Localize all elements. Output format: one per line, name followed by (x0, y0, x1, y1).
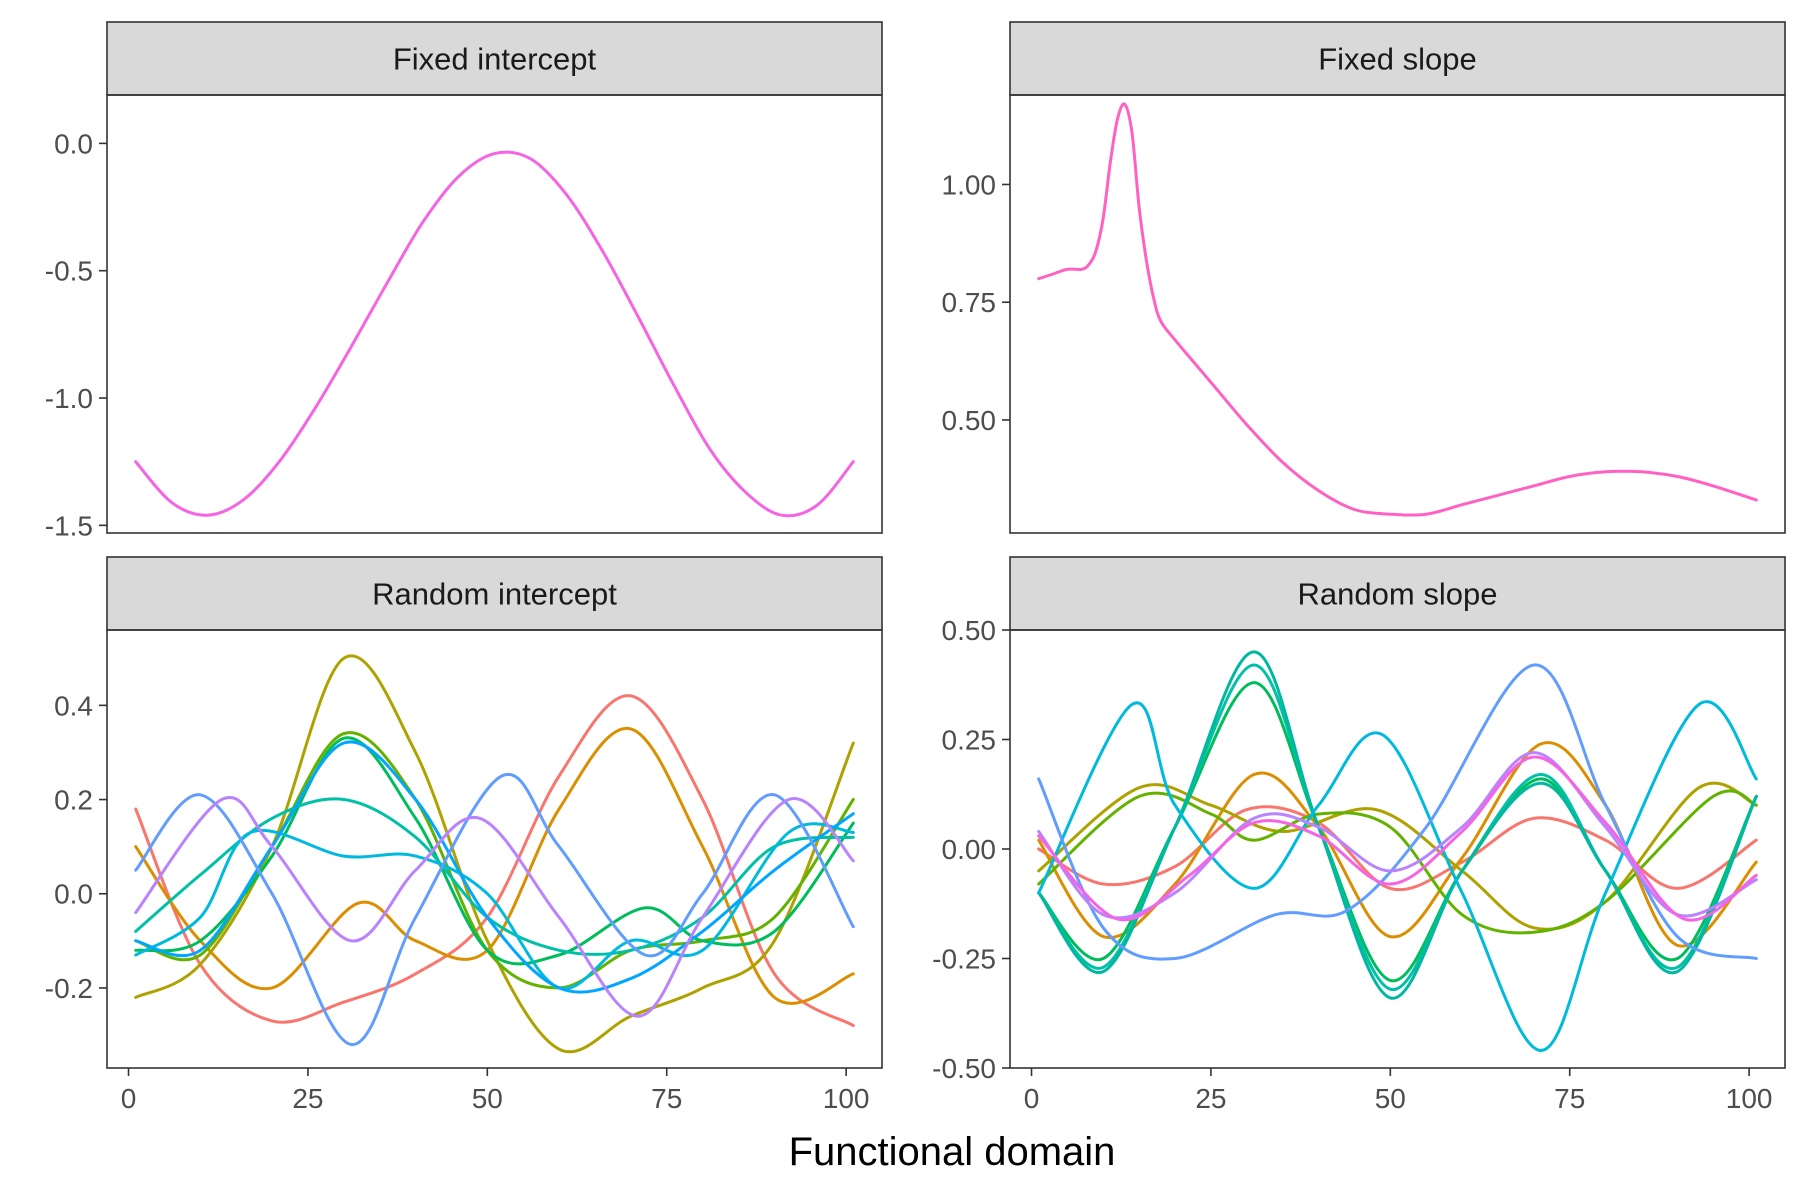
panel-border (106, 94, 883, 534)
series-line-2 (1037, 741, 1758, 948)
y-tick-label: 0.50 (942, 405, 997, 436)
series-line-1 (134, 150, 855, 518)
series-line-11 (1037, 755, 1758, 922)
facet-strip (106, 556, 883, 631)
series-line-3 (134, 654, 855, 1054)
facet-strip (106, 21, 883, 96)
series-line-5 (134, 736, 855, 966)
facet-panel-1: Fixed intercept 0.0 -0.5 -1.0 -1.5 (45, 21, 883, 541)
facet-panel-2: Fixed slope 0.50 0.75 1.00 (942, 21, 1786, 534)
y-tick-label: -0.2 (45, 973, 93, 1004)
series-group (1037, 102, 1758, 517)
series-line-3 (1037, 781, 1758, 931)
facet-strip (1009, 556, 1786, 631)
facet-panels: Fixed intercept 0.0 -0.5 -1.0 -1.5 Fixed slop… (45, 21, 1786, 1114)
x-tick-label: 25 (1195, 1083, 1226, 1114)
series-group (134, 654, 855, 1054)
series-line-7 (134, 822, 855, 991)
y-tick-label: 0.4 (54, 690, 93, 721)
series-line-8 (134, 740, 855, 994)
y-tick-label: 0.0 (54, 879, 93, 910)
y-tick-label: 0.75 (942, 287, 997, 318)
facet-panel-3: Random intercept -0.2 0.0 0.2 0.4 0 25 50 75 100 (45, 556, 883, 1114)
series-line-1 (1037, 102, 1758, 517)
panel-border (1009, 629, 1786, 1069)
series-line-7 (1037, 650, 1758, 1000)
facet-title: Fixed slope (1318, 42, 1477, 77)
y-tick-label: -0.50 (932, 1053, 996, 1084)
x-tick-label: 50 (1375, 1083, 1406, 1114)
y-tick-label: 0.0 (54, 128, 93, 159)
y-tick-label: -0.5 (45, 256, 93, 287)
series-line-10 (134, 796, 855, 1018)
panel-border (106, 629, 883, 1069)
series-group (1037, 650, 1758, 1052)
facet-panel-4: Random slope -0.50 -0.25 0.00 0.25 0.50 0 25 50 7… (932, 556, 1786, 1114)
y-tick-label: 0.25 (942, 725, 997, 756)
series-line-4 (1037, 789, 1758, 935)
x-tick-label: 25 (292, 1083, 323, 1114)
facet-title: Random slope (1298, 577, 1498, 612)
x-axis-title: Functional domain (789, 1130, 1116, 1174)
series-group (134, 150, 855, 518)
x-tick-label: 75 (1554, 1083, 1585, 1114)
y-tick-label: -1.0 (45, 383, 93, 414)
x-tick-label: 100 (823, 1083, 870, 1114)
facet-title: Random intercept (372, 577, 617, 612)
series-line-1 (134, 694, 855, 1028)
facet-title: Fixed intercept (393, 42, 597, 77)
series-line-2 (134, 726, 855, 1005)
y-tick-label: 0.50 (942, 615, 997, 646)
y-tick-label: 0.00 (942, 834, 997, 865)
panel-border (1009, 94, 1786, 534)
series-line-9 (134, 772, 855, 1047)
y-tick-label: -1.5 (45, 510, 93, 541)
x-tick-label: 75 (651, 1083, 682, 1114)
x-tick-label: 0 (121, 1083, 137, 1114)
y-tick-label: 0.2 (54, 785, 93, 816)
x-tick-label: 50 (472, 1083, 503, 1114)
x-tick-label: 0 (1024, 1083, 1040, 1114)
x-tick-label: 100 (1726, 1083, 1773, 1114)
y-tick-label: 1.00 (942, 169, 997, 200)
series-line-6 (134, 797, 855, 956)
series-line-8 (1037, 700, 1758, 1052)
y-tick-label: -0.25 (932, 944, 996, 975)
